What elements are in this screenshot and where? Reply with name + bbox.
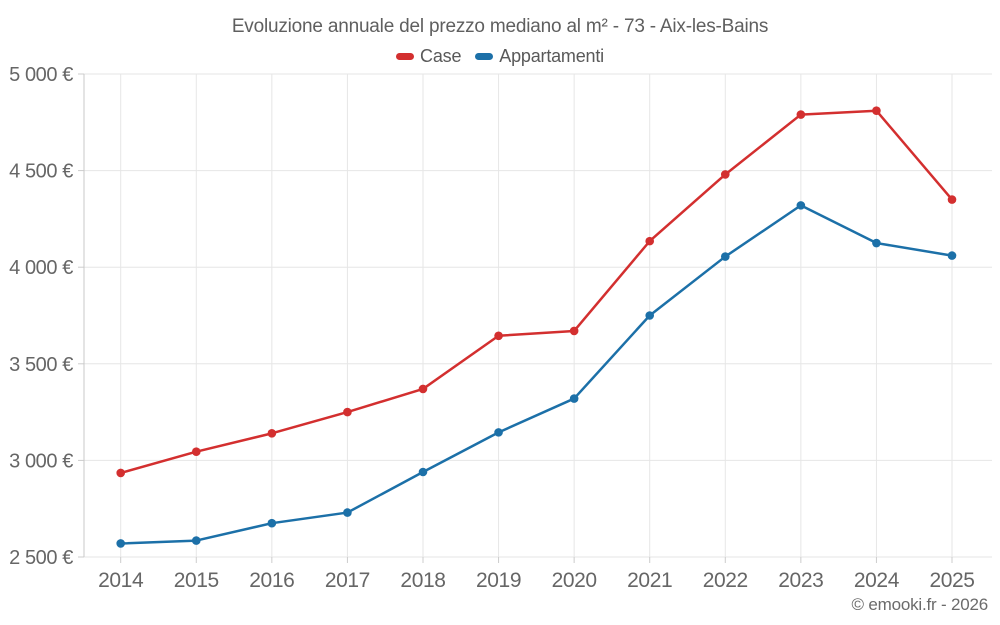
data-point-case-2016[interactable]: [267, 429, 277, 438]
legend-item-case[interactable]: Case: [396, 46, 461, 67]
y-axis-label: 3 000 €: [9, 450, 73, 472]
data-point-case-2021[interactable]: [645, 236, 655, 246]
data-point-case-2017[interactable]: [343, 407, 352, 417]
data-point-case-2019[interactable]: [494, 331, 503, 341]
data-point-appartamenti-2022[interactable]: [720, 252, 730, 261]
data-point-appartamenti-2019[interactable]: [494, 428, 503, 437]
data-point-case-2022[interactable]: [720, 170, 730, 179]
y-axis-label: 4 500 €: [9, 161, 73, 183]
series-line-appartamenti: [119, 204, 954, 545]
x-axis-label: 2021: [627, 569, 672, 592]
data-point-appartamenti-2016[interactable]: [267, 518, 277, 528]
data-point-appartamenti-2017[interactable]: [343, 508, 352, 517]
x-axis-label: 2015: [174, 569, 219, 592]
x-axis-label: 2016: [249, 569, 294, 592]
data-point-case-2018[interactable]: [418, 384, 428, 394]
data-point-appartamenti-2014[interactable]: [116, 539, 125, 548]
data-point-appartamenti-2024[interactable]: [872, 238, 881, 248]
y-axis-label: 2 500 €: [9, 547, 73, 569]
data-point-appartamenti-2020[interactable]: [569, 394, 579, 403]
series-line-case: [119, 109, 954, 475]
chart-title: Evoluzione annuale del prezzo mediano al…: [231, 16, 769, 37]
x-axis-label: 2017: [325, 569, 370, 592]
data-point-case-2023[interactable]: [796, 110, 806, 119]
data-point-case-2014[interactable]: [116, 468, 125, 478]
data-point-case-2025[interactable]: [947, 195, 957, 204]
copyright-text: © emooki.fr - 2026: [851, 595, 989, 614]
data-point-appartamenti-2025[interactable]: [947, 251, 957, 260]
legend-label-appartamenti: Appartamenti: [499, 46, 604, 66]
data-point-appartamenti-2021[interactable]: [645, 311, 655, 320]
y-axis-label: 4 000 €: [9, 257, 73, 279]
case-series-marker-icon: [396, 53, 415, 60]
x-axis-label: 2022: [703, 569, 748, 592]
y-axis-label: 5 000 €: [9, 64, 73, 86]
x-axis-label: 2014: [98, 569, 144, 592]
data-point-appartamenti-2015[interactable]: [191, 536, 201, 545]
x-axis-label: 2018: [400, 569, 445, 592]
data-point-case-2020[interactable]: [569, 326, 579, 336]
data-point-appartamenti-2018[interactable]: [418, 467, 428, 477]
data-point-case-2015[interactable]: [191, 447, 201, 457]
x-axis-label: 2019: [476, 569, 521, 592]
legend-label-case: Case: [420, 46, 462, 66]
appartamenti-series-marker-icon: [475, 53, 494, 60]
data-point-case-2024[interactable]: [872, 106, 881, 116]
legend: Case Appartamenti: [0, 46, 1000, 67]
data-point-appartamenti-2023[interactable]: [796, 201, 806, 210]
x-axis-label: 2024: [854, 569, 900, 592]
y-axis-label: 3 500 €: [9, 354, 73, 376]
x-axis-label: 2025: [929, 569, 974, 592]
x-axis-label: 2023: [778, 569, 823, 592]
x-axis-label: 2020: [552, 569, 597, 592]
legend-item-appartamenti[interactable]: Appartamenti: [475, 46, 604, 67]
